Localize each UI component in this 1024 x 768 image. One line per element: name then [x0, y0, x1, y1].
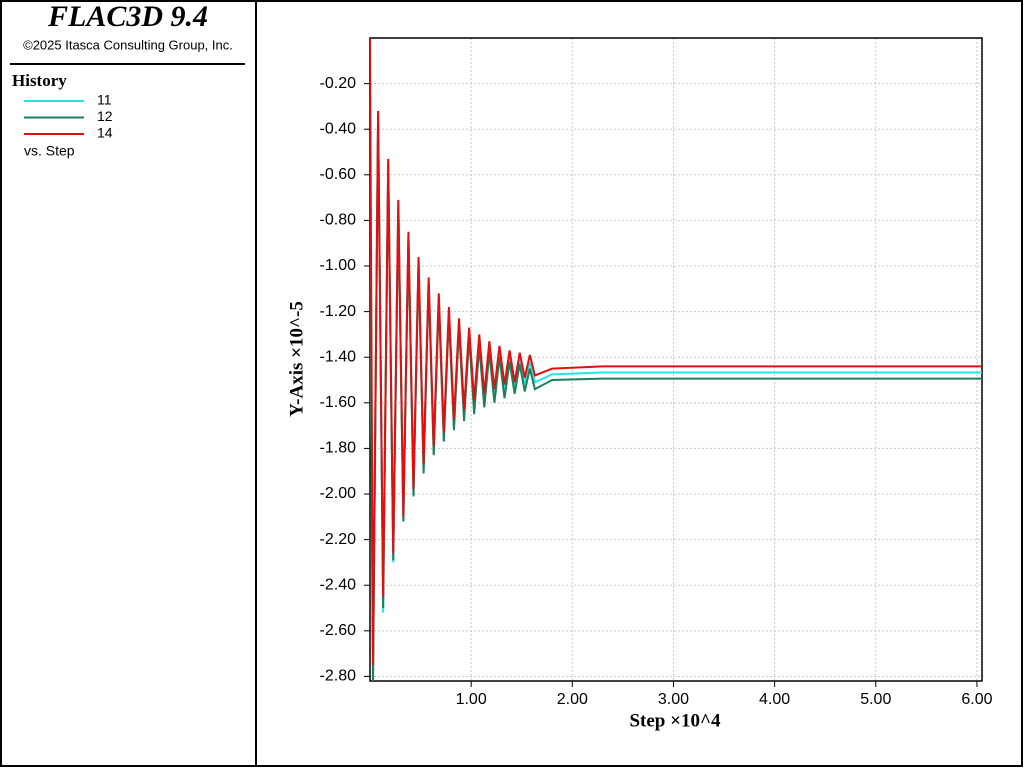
y-tick-label: -2.40	[320, 576, 357, 593]
y-tick-label: -0.60	[320, 166, 357, 183]
y-tick-label: -0.20	[320, 75, 357, 92]
legend-note: vs. Step	[24, 143, 75, 159]
x-axis-label: Step ×10^4	[629, 710, 721, 731]
x-tick-label: 5.00	[860, 691, 891, 708]
x-tick-label: 4.00	[759, 691, 790, 708]
x-tick-label: 3.00	[658, 691, 689, 708]
y-tick-label: -2.60	[320, 622, 357, 639]
y-axis-label: Y-Axis ×10^-5	[286, 301, 307, 417]
y-tick-label: -2.80	[320, 668, 357, 685]
y-tick-label: -1.20	[320, 303, 357, 320]
legend-label: 12	[97, 108, 113, 124]
series-line	[370, 115, 982, 681]
x-tick-label: 2.00	[557, 691, 588, 708]
y-tick-label: -1.00	[320, 257, 357, 274]
chart-title: FLAC3D 9.4	[47, 0, 208, 33]
y-tick-label: -1.60	[320, 394, 357, 411]
y-tick-label: -2.20	[320, 531, 357, 548]
y-tick-label: -1.80	[320, 440, 357, 457]
y-tick-label: -1.40	[320, 348, 357, 365]
x-tick-label: 1.00	[456, 691, 487, 708]
series-line	[370, 38, 982, 666]
y-tick-label: -2.00	[320, 485, 357, 502]
subtitle: ©2025 Itasca Consulting Group, Inc.	[23, 37, 233, 52]
legend-label: 11	[97, 92, 112, 108]
legend-label: 14	[97, 125, 113, 141]
x-tick-label: 6.00	[961, 691, 992, 708]
legend-title: History	[12, 71, 67, 90]
y-tick-label: -0.40	[320, 120, 357, 137]
y-tick-label: -0.80	[320, 212, 357, 229]
